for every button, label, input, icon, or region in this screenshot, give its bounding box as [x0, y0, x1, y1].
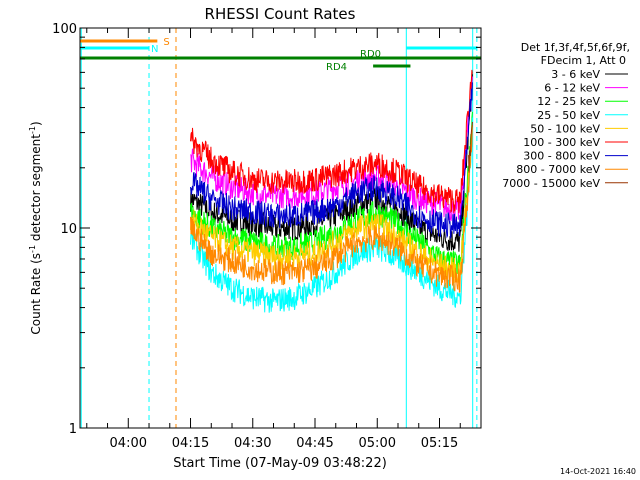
y-label-part: detector segment	[29, 134, 43, 245]
flag-label: RD0	[360, 49, 381, 60]
x-tick-label: 04:30	[234, 436, 271, 451]
footer-date: 14-Oct-2021 16:40	[560, 467, 636, 476]
legend-header-line: Det 1f,3f,4f,5f,6f,9f,	[521, 41, 630, 54]
y-tick-label: 100	[52, 22, 77, 37]
x-tick-label: 04:45	[296, 436, 333, 451]
y-label-exponent: -1	[28, 245, 37, 253]
series-line	[468, 121, 473, 173]
y-label-part: Count Rate (s	[29, 253, 43, 335]
chart-title: RHESSI Count Rates	[205, 5, 356, 23]
legend-header-line: FDecim 1, Att 0	[541, 54, 626, 67]
legend-item-label: 12 - 25 keV	[537, 95, 600, 108]
flag-bars: SN RD0 RD4	[80, 37, 481, 73]
x-tick-label: 05:00	[359, 436, 396, 451]
legend-item-label: 7000 - 15000 keV	[502, 177, 600, 190]
series-line	[190, 117, 473, 313]
y-tick-label: 10	[60, 222, 77, 237]
x-axis: 04:00 04:15 04:30 04:45 05:00 05:15	[86, 28, 482, 451]
legend: Det 1f,3f,4f,5f,6f,9f, FDecim 1, Att 0 3…	[502, 41, 630, 190]
legend-item-label: 6 - 12 keV	[544, 82, 600, 95]
legend-item-label: 800 - 7000 keV	[516, 163, 600, 176]
legend-item-label: 100 - 300 keV	[523, 136, 600, 149]
flag-label: RD4	[326, 62, 347, 73]
y-tick-label: 1	[69, 422, 77, 437]
x-tick-label: 05:15	[421, 436, 458, 451]
flag-label: N	[151, 44, 158, 55]
series-line	[190, 82, 473, 239]
legend-item-label: 300 - 800 keV	[523, 150, 600, 163]
y-label-part: )	[29, 121, 43, 126]
x-axis-label: Start Time (07-May-09 03:48:22)	[173, 456, 387, 471]
y-label-exponent: -1	[28, 126, 37, 134]
x-tick-label: 04:00	[110, 436, 147, 451]
y-axis: 1 10 100	[52, 22, 481, 437]
series-line	[190, 124, 473, 293]
legend-item-label: 3 - 6 keV	[551, 68, 600, 81]
series-line	[190, 69, 473, 214]
x-tick-label: 04:15	[172, 436, 209, 451]
legend-item-label: 25 - 50 keV	[537, 109, 600, 122]
y-axis-label: Count Rate (s-1 detector segment-1)	[28, 121, 43, 334]
flag-label: S	[163, 37, 169, 48]
series-lines	[190, 69, 473, 313]
series-line	[190, 125, 473, 283]
legend-item-label: 50 - 100 keV	[530, 122, 600, 135]
